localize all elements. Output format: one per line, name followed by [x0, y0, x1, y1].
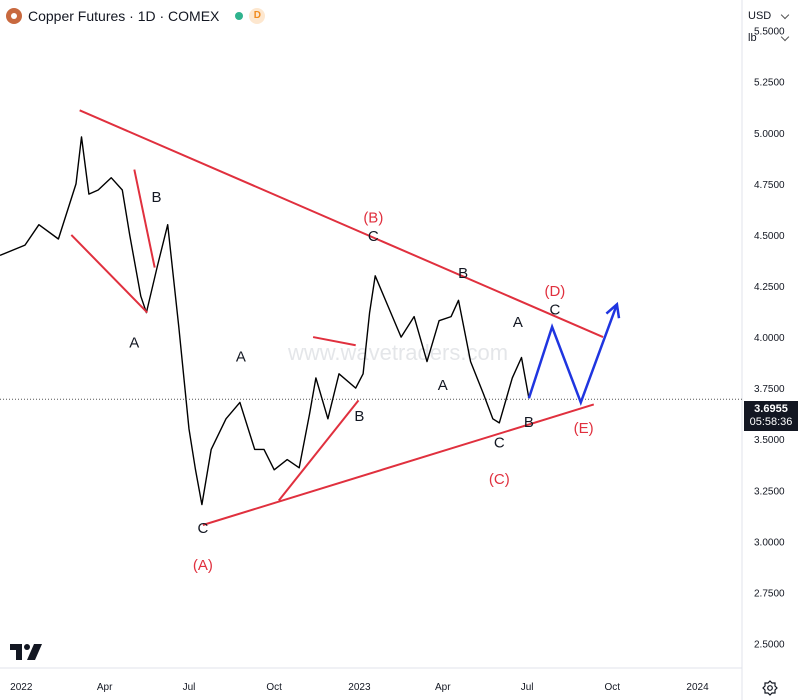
y-tick-label: 5.0000 — [754, 129, 785, 140]
wave-label: A — [438, 377, 448, 394]
trendline — [79, 109, 604, 338]
market-open-status-icon — [235, 12, 244, 20]
x-tick-label: 2023 — [348, 682, 371, 693]
wave-label: C — [494, 434, 505, 451]
wave-label: C — [197, 520, 208, 537]
trendline — [70, 234, 149, 314]
x-tick-label: Jul — [521, 682, 534, 693]
x-tick-label: Apr — [435, 682, 451, 693]
trendline — [133, 169, 156, 268]
wave-projection — [527, 301, 621, 406]
wave-label: (B) — [363, 210, 383, 227]
wave-label: C — [549, 302, 560, 319]
wave-label: A — [513, 314, 523, 331]
wave-label: A — [129, 334, 139, 351]
wave-label: A — [236, 349, 246, 366]
projection-path — [527, 303, 619, 406]
x-tick-label: 2022 — [10, 682, 33, 693]
symbol-title[interactable]: Copper Futures · 1D · COMEX — [28, 8, 220, 24]
trendline — [278, 399, 360, 502]
y-tick-label: 4.2500 — [754, 282, 785, 293]
price-line — [0, 136, 530, 506]
bar-countdown: 05:58:36 — [749, 416, 793, 428]
settings-gear-icon[interactable] — [762, 680, 778, 696]
wave-label: (E) — [574, 420, 594, 437]
currency-select[interactable]: USD — [744, 6, 796, 26]
chart-header: Copper Futures · 1D · COMEX D — [6, 6, 266, 26]
time-axis[interactable]: 2022 Apr Jul Oct 2023 Apr Jul Oct 2024 — [10, 682, 709, 693]
price-series — [0, 136, 530, 506]
wave-label: B — [354, 408, 364, 425]
tradingview-logo-icon[interactable] — [10, 640, 44, 662]
y-tick-label: 3.2500 — [754, 486, 785, 497]
y-tick-label: 3.5000 — [754, 435, 785, 446]
y-tick-label: 5.2500 — [754, 78, 785, 89]
y-tick-label: 4.7500 — [754, 180, 785, 191]
y-tick-label: 4.5000 — [754, 231, 785, 242]
x-tick-label: Oct — [605, 682, 621, 693]
x-tick-label: Jul — [183, 682, 196, 693]
y-tick-label: 2.5000 — [754, 639, 785, 650]
wave-label: B — [458, 265, 468, 282]
copper-logo-icon — [6, 8, 22, 24]
y-tick-label: 3.7500 — [754, 384, 785, 395]
y-tick-label: 3.0000 — [754, 537, 785, 548]
trendline — [312, 336, 356, 347]
last-price-tag: 3.6955 05:58:36 — [744, 401, 798, 431]
trendline — [202, 403, 595, 526]
last-price-value: 3.6955 — [754, 403, 788, 415]
delayed-data-badge[interactable]: D — [249, 8, 266, 24]
wave-label: B — [152, 189, 162, 206]
wave-label: B — [524, 414, 534, 431]
unit-select[interactable]: lb — [744, 28, 796, 48]
price-axis[interactable]: 5.50005.25005.00004.75004.50004.25004.00… — [754, 27, 785, 651]
y-tick-label: 4.0000 — [754, 333, 785, 344]
wave-label: C — [368, 228, 379, 245]
plot-background — [0, 0, 742, 668]
projection-arrowhead — [605, 301, 621, 319]
watermark: www.wavetraders.com — [287, 340, 508, 365]
x-tick-label: Apr — [97, 682, 113, 693]
y-tick-label: 2.7500 — [754, 588, 785, 599]
x-tick-label: 2024 — [686, 682, 709, 693]
wave-trendlines — [70, 109, 604, 526]
x-tick-label: Oct — [266, 682, 282, 693]
wave-label: (A) — [193, 557, 213, 574]
wave-label: (C) — [489, 471, 510, 488]
wave-label: (D) — [544, 283, 565, 300]
